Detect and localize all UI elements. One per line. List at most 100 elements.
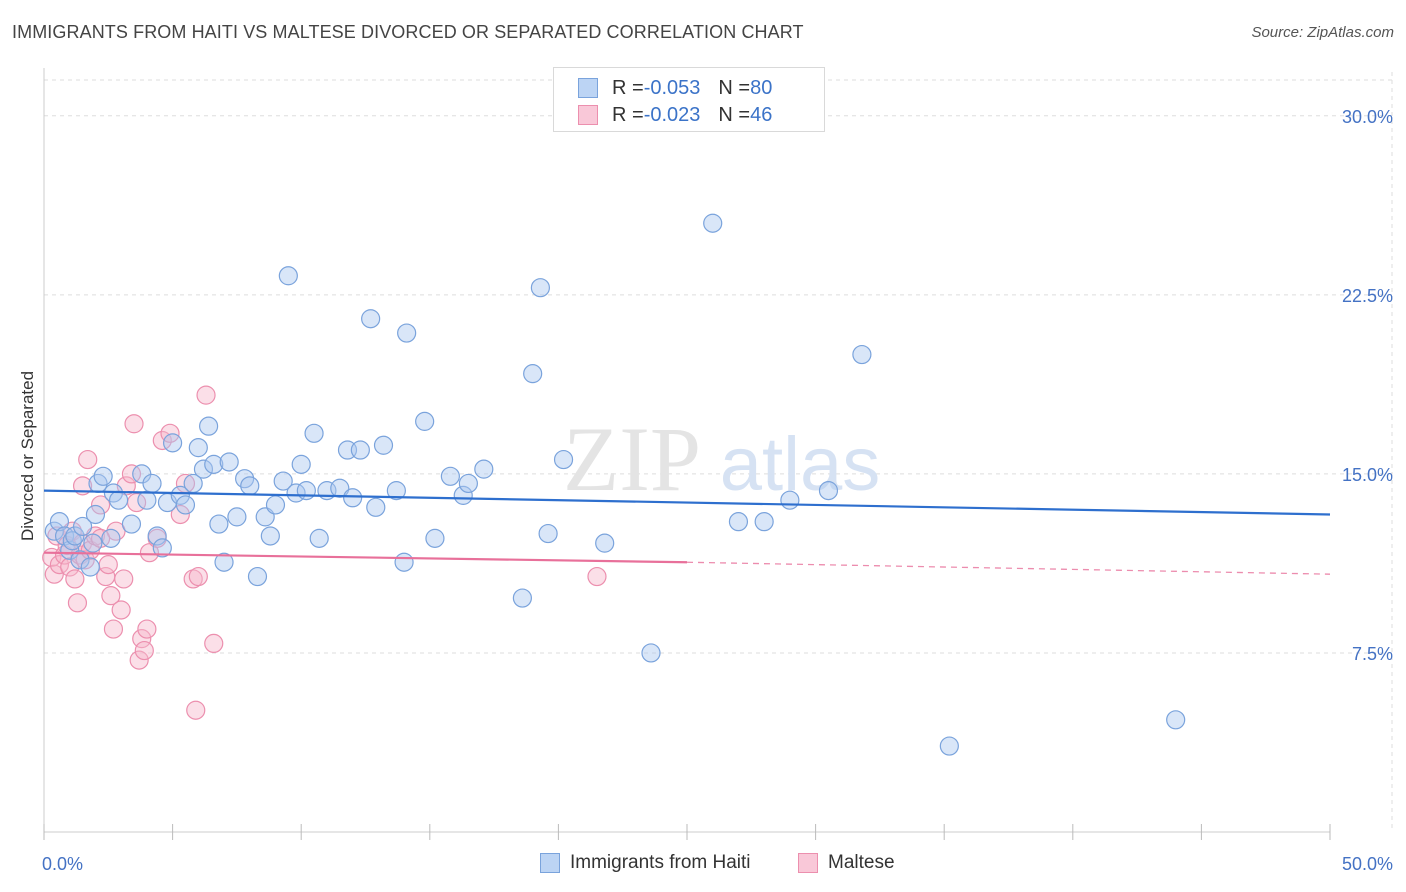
bottom-legend-maltese: Maltese	[798, 852, 895, 874]
data-point	[193, 459, 214, 479]
legend-r-label: R =	[612, 76, 644, 99]
data-point	[397, 323, 417, 343]
data-point	[83, 533, 103, 553]
data-point	[188, 438, 208, 458]
data-point	[366, 497, 386, 517]
data-point	[44, 564, 64, 584]
data-point	[90, 495, 111, 515]
y-axis-label: Divorced or Separated	[18, 371, 37, 541]
data-point	[265, 495, 286, 515]
series-haiti-points	[44, 213, 1186, 756]
data-point	[425, 528, 445, 548]
data-point	[152, 538, 172, 558]
y-tick-label: 30.0%	[1342, 107, 1393, 127]
data-point	[204, 454, 224, 474]
trend-line-blue	[43, 489, 1331, 516]
legend-r-label: R =	[612, 103, 644, 126]
y-tick-label: 22.5%	[1342, 286, 1393, 306]
series-maltese-points	[42, 385, 607, 720]
data-point	[132, 629, 152, 649]
data-point	[183, 569, 203, 589]
data-point	[147, 526, 167, 546]
y-tick-label: 15.0%	[1342, 465, 1393, 485]
data-point	[111, 600, 131, 620]
legend-n-value-haiti: 80	[750, 76, 773, 99]
trend-line-pink	[43, 551, 688, 564]
data-point	[129, 650, 149, 670]
data-point	[415, 411, 435, 431]
data-point	[196, 385, 216, 405]
data-point	[296, 481, 316, 501]
data-point	[523, 364, 543, 384]
data-point	[350, 440, 370, 460]
y-tick-labels: 7.5% 15.0% 22.5% 30.0%	[1342, 107, 1393, 664]
data-point	[219, 452, 239, 472]
data-point	[108, 490, 129, 510]
data-point	[278, 266, 298, 286]
trend-line-extension-pink	[686, 561, 1331, 575]
data-point	[134, 640, 154, 661]
data-point	[240, 476, 260, 496]
legend-swatch-haiti	[578, 78, 598, 98]
legend-r-value-haiti: -0.053	[643, 76, 701, 99]
data-point	[728, 512, 749, 532]
legend-row-maltese: R = -0.023 N = 46	[578, 103, 772, 127]
data-point	[343, 488, 363, 508]
data-point	[80, 557, 100, 577]
data-point	[309, 528, 329, 548]
data-point	[114, 569, 134, 589]
data-point	[65, 569, 85, 589]
legend-r-value-maltese: -0.023	[643, 103, 701, 126]
data-point	[247, 566, 268, 587]
data-point	[186, 700, 206, 720]
data-point	[512, 588, 532, 608]
data-point	[780, 490, 800, 510]
data-point	[453, 485, 473, 505]
data-point	[227, 507, 247, 527]
data-point	[67, 593, 88, 613]
trend-lines	[43, 489, 1331, 575]
data-point	[132, 464, 152, 484]
bottom-legend-haiti: Immigrants from Haiti	[540, 852, 751, 874]
data-point	[170, 485, 190, 505]
data-point	[170, 504, 190, 525]
watermark-zip: ZIP	[563, 408, 701, 510]
data-point	[553, 449, 574, 470]
x-tick-labels: 0.0% 50.0%	[42, 854, 1393, 874]
data-point	[121, 464, 142, 484]
data-point	[373, 435, 394, 455]
data-point	[361, 309, 381, 329]
data-point	[458, 473, 478, 494]
data-point	[330, 478, 350, 498]
data-point	[137, 619, 157, 639]
data-point	[440, 466, 460, 486]
data-point	[204, 633, 224, 654]
bottom-swatch-haiti	[540, 853, 560, 873]
bottom-legend-maltese-label: Maltese	[828, 852, 895, 873]
data-point	[124, 414, 144, 434]
data-point	[44, 521, 64, 541]
watermark-atlas: atlas	[720, 422, 881, 507]
data-point	[587, 566, 607, 587]
legend-n-label: N =	[718, 103, 751, 126]
legend-swatch-maltese	[578, 105, 598, 125]
data-point	[188, 566, 208, 587]
data-point	[163, 433, 183, 453]
data-point	[304, 423, 324, 443]
data-point	[214, 552, 234, 572]
data-point	[386, 481, 406, 501]
data-point	[474, 459, 494, 479]
data-point	[65, 526, 85, 546]
data-point	[72, 516, 93, 537]
data-point	[101, 528, 121, 548]
data-point	[70, 550, 90, 570]
data-point	[703, 213, 723, 233]
data-point	[209, 514, 229, 534]
bottom-swatch-maltese	[798, 853, 818, 873]
x-tick-label: 0.0%	[42, 854, 83, 874]
y-tick-label: 7.5%	[1352, 644, 1393, 664]
bottom-legend-haiti-label: Immigrants from Haiti	[570, 852, 751, 873]
data-point	[142, 473, 162, 494]
watermark: ZIP atlas	[563, 408, 880, 510]
